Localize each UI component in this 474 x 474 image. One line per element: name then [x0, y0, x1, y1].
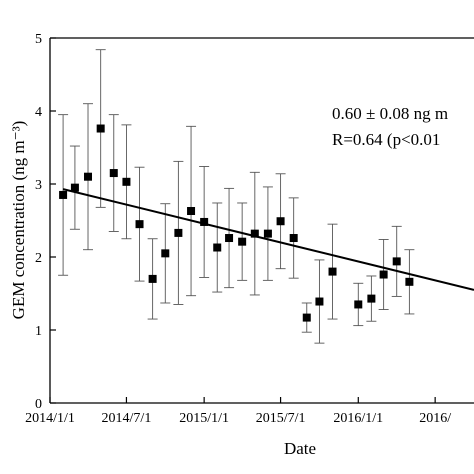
data-point — [122, 177, 131, 186]
y-tick-label: 5 — [35, 32, 42, 47]
data-point — [70, 183, 79, 192]
trend-line — [62, 188, 474, 291]
y-tick-label: 3 — [35, 178, 42, 193]
annotation-correlation: R=0.64 (p<0.01 — [332, 130, 440, 149]
data-point — [379, 270, 388, 279]
data-point — [161, 249, 170, 258]
data-point — [225, 234, 234, 243]
data-point — [174, 228, 183, 237]
data-point — [187, 207, 196, 216]
data-point — [367, 294, 376, 303]
data-point — [302, 313, 311, 322]
data-point — [135, 220, 144, 229]
data-point — [289, 234, 298, 243]
data-point — [315, 297, 324, 306]
data-point — [84, 172, 93, 181]
data-point — [148, 274, 157, 283]
data-point — [200, 217, 209, 226]
y-tick-label: 4 — [35, 105, 42, 120]
y-tick-label: 0 — [35, 397, 42, 412]
data-point — [354, 300, 363, 309]
data-point — [276, 217, 285, 226]
x-tick-label: 2015/7/1 — [256, 411, 306, 426]
data-point — [328, 267, 337, 276]
data-point — [59, 190, 68, 199]
data-point — [263, 229, 272, 238]
data-point — [96, 124, 105, 133]
y-tick-label: 2 — [35, 251, 42, 266]
y-tick-label: 1 — [35, 324, 42, 339]
data-point — [392, 257, 401, 266]
x-tick-label: 2014/7/1 — [102, 411, 152, 426]
x-tick-label: 2016/1/1 — [333, 411, 383, 426]
data-point — [250, 229, 259, 238]
data-point — [109, 169, 118, 178]
data-point — [238, 237, 247, 246]
x-axis-title: Date — [284, 439, 316, 458]
x-tick-label: 2016/ — [419, 411, 451, 426]
y-axis-title: GEM concentration (ng m⁻³) — [9, 121, 28, 320]
annotation-slope: 0.60 ± 0.08 ng m — [332, 104, 448, 123]
data-point — [405, 277, 414, 286]
data-point — [213, 243, 222, 252]
x-tick-label: 2015/1/1 — [179, 411, 229, 426]
x-tick-label: 2014/1/1 — [25, 411, 75, 426]
